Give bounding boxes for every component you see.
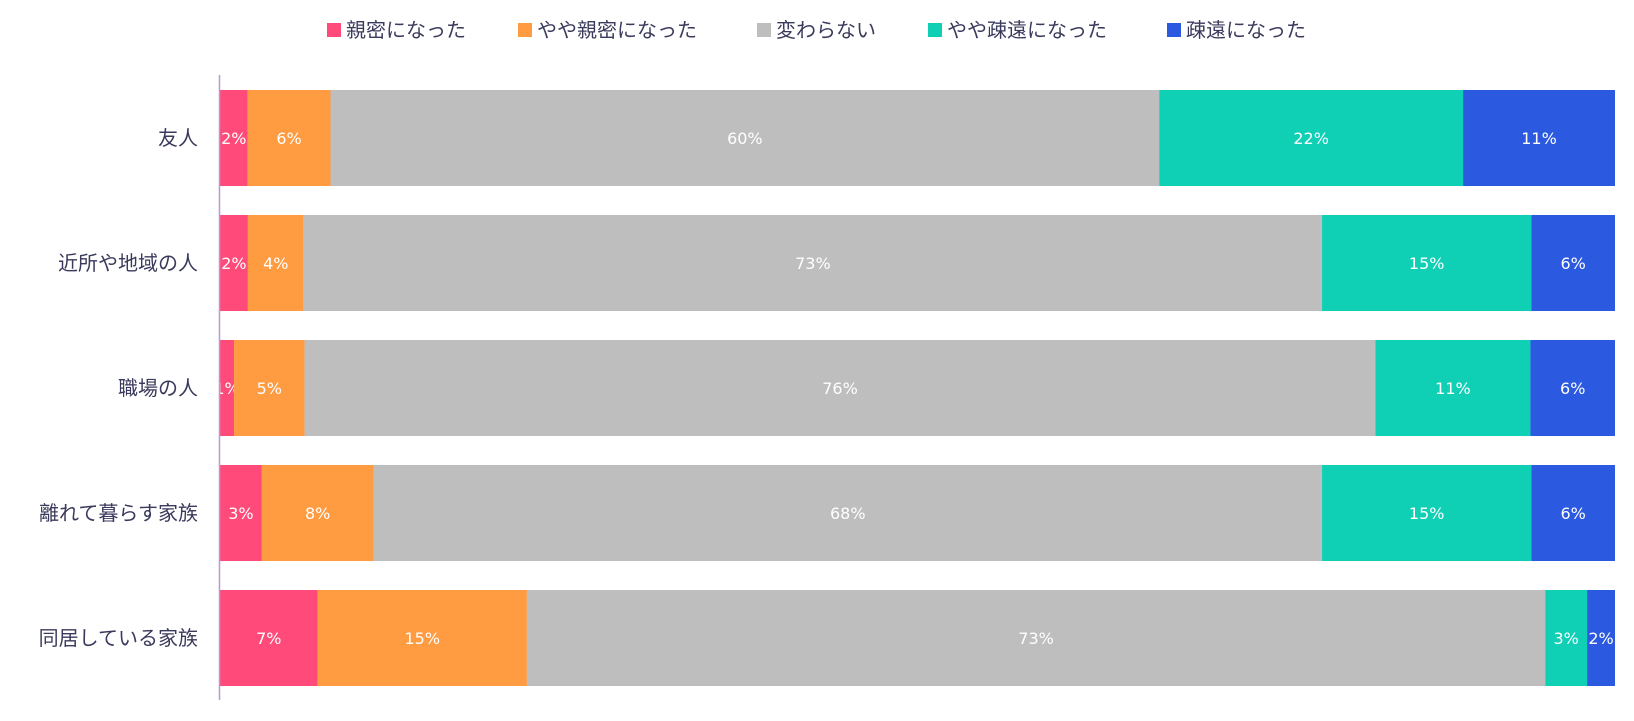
bar-segment bbox=[1322, 465, 1532, 561]
bar-segment bbox=[303, 215, 1323, 311]
legend-item: 変わらない bbox=[757, 18, 876, 42]
legend-item: 疎遠になった bbox=[1167, 18, 1306, 42]
data-label: 2% bbox=[1588, 629, 1613, 648]
legend-item: やや疎遠になった bbox=[928, 18, 1107, 42]
data-label: 15% bbox=[1409, 504, 1445, 523]
bar-segment bbox=[220, 215, 248, 311]
legend: 親密になった やや親密になった 変わらない やや疎遠になった 疎遠になった bbox=[327, 18, 1306, 42]
legend-swatch bbox=[327, 23, 341, 37]
category-label: 職場の人 bbox=[118, 376, 198, 400]
bar-segment bbox=[220, 90, 248, 186]
bar-segment bbox=[247, 215, 304, 311]
data-label: 7% bbox=[256, 629, 281, 648]
bar-segment bbox=[1159, 90, 1464, 186]
bar-segment bbox=[1322, 215, 1532, 311]
data-label: 4% bbox=[263, 254, 288, 273]
data-label: 15% bbox=[404, 629, 440, 648]
data-label: 1% bbox=[214, 379, 239, 398]
data-label: 2% bbox=[221, 254, 246, 273]
bar-segment bbox=[261, 465, 374, 561]
bar-row: 2% 6% 60% 22% 11% bbox=[220, 90, 1615, 186]
data-label: 3% bbox=[1553, 629, 1578, 648]
data-label: 76% bbox=[822, 379, 858, 398]
legend-swatch bbox=[757, 23, 771, 37]
bar-segment bbox=[220, 590, 318, 686]
bar-segment bbox=[1531, 465, 1615, 561]
legend-label: やや親密になった bbox=[537, 18, 697, 42]
legend-label: やや疎遠になった bbox=[947, 18, 1107, 42]
data-label: 22% bbox=[1293, 129, 1329, 148]
legend-item: 親密になった bbox=[327, 18, 466, 42]
data-label: 5% bbox=[257, 379, 282, 398]
bar-row: 1% 5% 76% 11% 6% bbox=[214, 340, 1615, 436]
bar-row: 2% 4% 73% 15% 6% bbox=[220, 215, 1615, 311]
bar-row: 3% 8% 68% 15% 6% bbox=[220, 465, 1615, 561]
data-label: 68% bbox=[830, 504, 866, 523]
category-label: 同居している家族 bbox=[39, 626, 198, 650]
data-label: 73% bbox=[1018, 629, 1054, 648]
data-label: 15% bbox=[1409, 254, 1445, 273]
data-label: 60% bbox=[727, 129, 763, 148]
bar-segment bbox=[330, 90, 1160, 186]
data-label: 6% bbox=[1560, 254, 1585, 273]
data-label: 73% bbox=[795, 254, 831, 273]
bar-segment bbox=[220, 465, 262, 561]
category-label: 離れて暮らす家族 bbox=[39, 501, 198, 525]
data-label: 8% bbox=[305, 504, 330, 523]
category-label: 友人 bbox=[158, 126, 198, 150]
legend-label: 親密になった bbox=[346, 18, 466, 42]
data-label: 11% bbox=[1435, 379, 1471, 398]
data-label: 11% bbox=[1521, 129, 1557, 148]
bar-segment bbox=[1531, 215, 1615, 311]
legend-item: やや親密になった bbox=[518, 18, 697, 42]
data-label: 3% bbox=[228, 504, 253, 523]
data-label: 2% bbox=[221, 129, 246, 148]
legend-label: 疎遠になった bbox=[1186, 18, 1306, 42]
bar-segment bbox=[1375, 340, 1531, 436]
data-label: 6% bbox=[276, 129, 301, 148]
bar-row: 7% 15% 73% 3% 2% bbox=[220, 590, 1615, 686]
bar-segment bbox=[1545, 590, 1588, 686]
bar-segment bbox=[1530, 340, 1615, 436]
bar-segment bbox=[220, 340, 235, 436]
legend-label: 変わらない bbox=[776, 18, 876, 42]
plot-area: 2% 6% 60% 22% 11% 2% 4% 73% 15% 6% 1% 5% 76% 11% 6% 3% 8… bbox=[214, 90, 1615, 686]
category-label: 近所や地域の人 bbox=[58, 251, 198, 275]
bar-segment bbox=[317, 590, 527, 686]
bar-segment bbox=[247, 90, 331, 186]
bar-segment bbox=[526, 590, 1546, 686]
bar-segment bbox=[1587, 590, 1615, 686]
legend-swatch bbox=[1167, 23, 1181, 37]
bar-segment bbox=[373, 465, 1323, 561]
legend-swatch bbox=[928, 23, 942, 37]
bar-segment bbox=[234, 340, 305, 436]
bar-segment bbox=[1463, 90, 1615, 186]
legend-swatch bbox=[518, 23, 532, 37]
data-label: 6% bbox=[1560, 504, 1585, 523]
data-label: 6% bbox=[1560, 379, 1585, 398]
bar-segment bbox=[304, 340, 1376, 436]
